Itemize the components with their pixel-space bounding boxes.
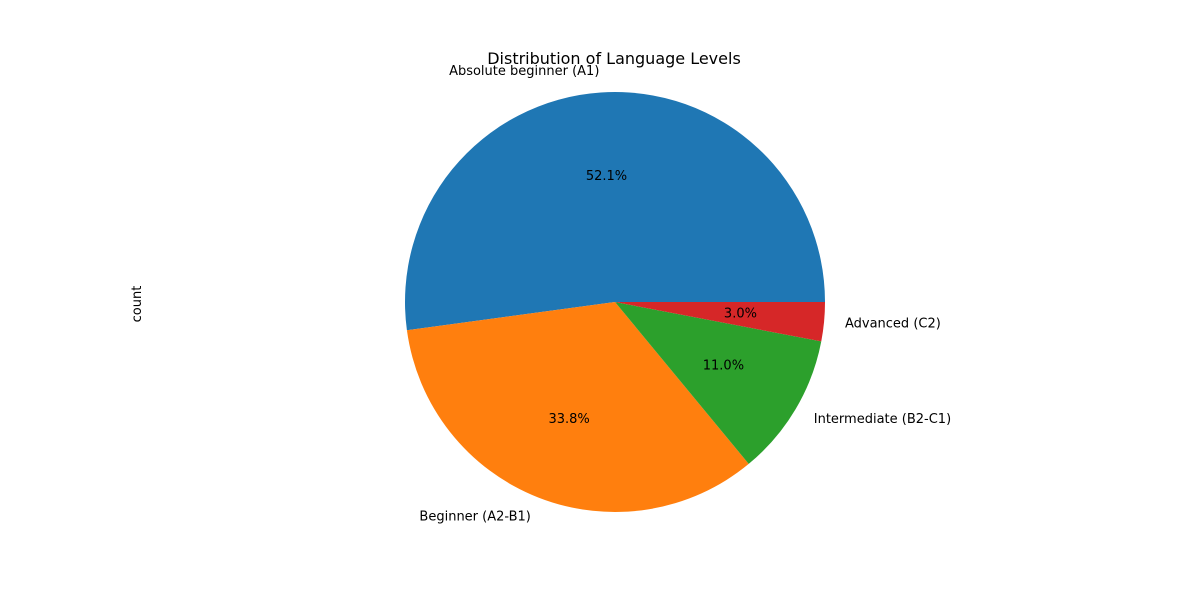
pie-category-label: Absolute beginner (A1) [449,64,599,79]
pie-slices [404,91,825,513]
chart-title: Distribution of Language Levels [487,49,741,68]
pie-category-label: Intermediate (B2-C1) [814,412,951,427]
pie-slice-2 [406,302,749,513]
pie-slice-4 [615,302,825,342]
pie-slice-1 [404,91,825,331]
y-axis-label: count [130,286,145,323]
pie-percent-label: 11.0% [703,359,744,374]
pie-percent-label: 33.8% [548,412,589,427]
pie-percent-label: 3.0% [724,306,757,321]
pie-category-label: Beginner (A2-B1) [419,510,530,525]
pie-slice-3 [615,302,822,464]
pie-labels: 52.1% Absolute beginner (A1) 33.8% Beginner… [419,64,951,525]
pie-percent-label: 52.1% [586,169,627,184]
pie-category-label: Advanced (C2) [845,316,941,331]
